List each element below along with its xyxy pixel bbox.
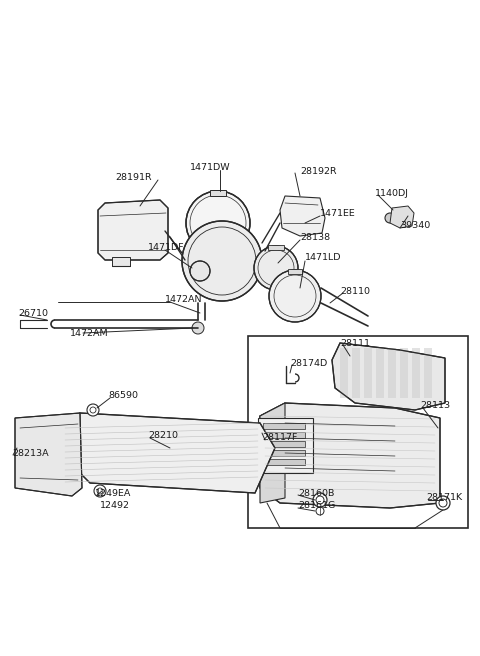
Text: 28138: 28138: [300, 234, 330, 243]
Circle shape: [385, 213, 395, 223]
Polygon shape: [60, 413, 275, 493]
Text: 1471LD: 1471LD: [305, 253, 341, 262]
Polygon shape: [400, 348, 408, 398]
Text: 1471DW: 1471DW: [190, 163, 230, 173]
Bar: [263, 423, 305, 429]
Text: 28113: 28113: [420, 401, 450, 411]
Polygon shape: [112, 257, 130, 266]
Bar: [263, 441, 305, 447]
Text: 28174D: 28174D: [290, 358, 327, 367]
Polygon shape: [268, 245, 284, 250]
Polygon shape: [388, 348, 396, 398]
Text: 28171K: 28171K: [426, 493, 462, 502]
Text: 86590: 86590: [108, 392, 138, 401]
Polygon shape: [210, 190, 226, 196]
Polygon shape: [340, 348, 348, 398]
Circle shape: [182, 221, 262, 301]
Circle shape: [269, 270, 321, 322]
Text: 1472AN: 1472AN: [165, 295, 203, 304]
Polygon shape: [15, 413, 82, 496]
Text: 28192R: 28192R: [300, 167, 336, 176]
Polygon shape: [412, 348, 420, 398]
Bar: [258, 418, 313, 473]
Text: 1249EA: 1249EA: [95, 489, 132, 497]
Circle shape: [87, 404, 99, 416]
Text: 1471EE: 1471EE: [320, 209, 356, 218]
Polygon shape: [352, 348, 360, 398]
Polygon shape: [98, 200, 168, 260]
Text: 1471DF: 1471DF: [148, 243, 185, 253]
Circle shape: [94, 485, 106, 497]
Text: 28117F: 28117F: [262, 434, 298, 443]
Polygon shape: [364, 348, 372, 398]
Bar: [263, 450, 305, 456]
Polygon shape: [332, 343, 445, 410]
Bar: [263, 432, 305, 438]
Text: 28213A: 28213A: [12, 449, 48, 457]
Bar: [263, 459, 305, 465]
Polygon shape: [260, 403, 285, 503]
Text: 12492: 12492: [100, 501, 130, 510]
Text: 28111: 28111: [340, 338, 370, 348]
Text: 28160B: 28160B: [298, 489, 335, 497]
Text: 39340: 39340: [400, 222, 430, 230]
Polygon shape: [390, 206, 414, 228]
Text: 1472AM: 1472AM: [70, 329, 108, 337]
Bar: [248, 336, 468, 528]
Polygon shape: [280, 196, 325, 236]
Text: 28161G: 28161G: [298, 501, 335, 510]
Text: 28210: 28210: [148, 432, 178, 440]
Circle shape: [190, 261, 210, 281]
Circle shape: [186, 191, 250, 255]
Text: 28191R: 28191R: [115, 173, 152, 182]
Text: 26710: 26710: [18, 308, 48, 318]
Circle shape: [192, 322, 204, 334]
Polygon shape: [424, 348, 432, 398]
Circle shape: [436, 496, 450, 510]
Polygon shape: [260, 403, 440, 508]
Text: 1140DJ: 1140DJ: [375, 188, 409, 197]
Text: 28110: 28110: [340, 287, 370, 295]
Circle shape: [254, 246, 298, 290]
Circle shape: [313, 493, 327, 507]
Polygon shape: [376, 348, 384, 398]
Polygon shape: [288, 269, 302, 274]
